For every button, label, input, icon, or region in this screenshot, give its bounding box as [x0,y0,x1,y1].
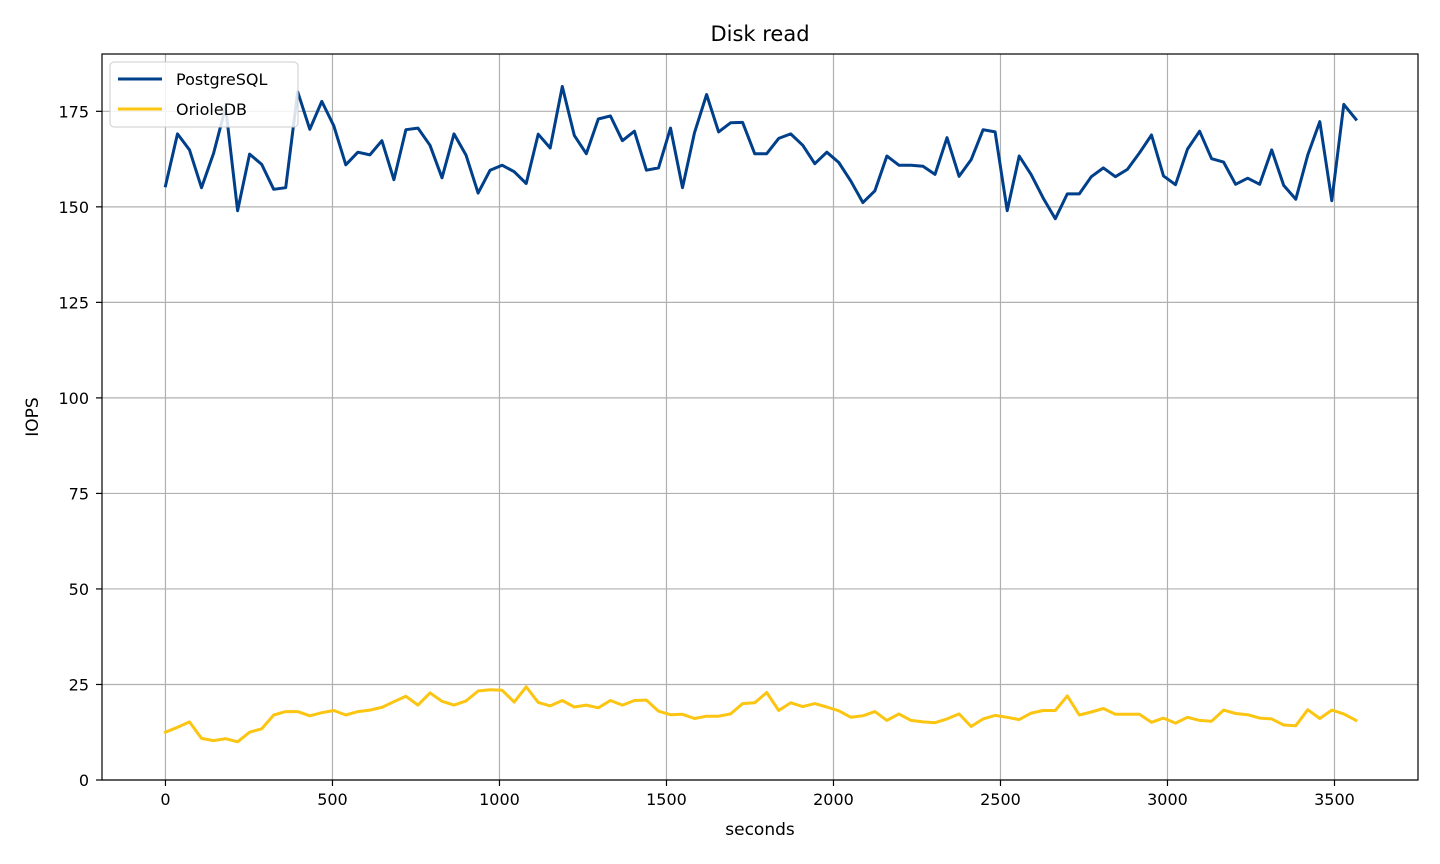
legend-label-orioledb: OrioleDB [176,100,247,119]
series-line-postgresql [163,85,1359,221]
x-tick-label: 3000 [1147,790,1188,809]
x-tick-label: 2000 [813,790,854,809]
chart-title: Disk read [710,22,809,46]
x-tick-label: 0 [160,790,170,809]
y-tick-label: 50 [69,580,89,599]
y-tick-label: 0 [79,771,89,790]
plot-frame [101,53,1419,781]
y-tick-label: 125 [58,293,89,312]
x-tick-label: 1500 [646,790,687,809]
y-axis-label: IOPS [23,397,43,436]
x-axis-ticks: 0 500 1000 1500 2000 2500 3000 3500 [160,780,1355,809]
series-lines [163,85,1359,744]
series-line-orioledb [163,685,1358,744]
y-tick-label: 75 [69,484,89,503]
y-tick-label: 100 [58,389,89,408]
x-tick-label: 3500 [1314,790,1355,809]
x-tick-label: 2500 [980,790,1021,809]
y-tick-label: 150 [58,198,89,217]
x-axis-label: seconds [725,820,795,840]
legend: PostgreSQL OrioleDB [109,61,299,128]
y-axis-ticks: 0 25 50 75 100 125 150 175 [58,102,102,790]
x-tick-label: 500 [317,790,348,809]
y-tick-label: 175 [58,102,89,121]
y-tick-label: 25 [69,675,89,694]
legend-label-postgresql: PostgreSQL [176,70,267,89]
x-tick-label: 1000 [479,790,520,809]
